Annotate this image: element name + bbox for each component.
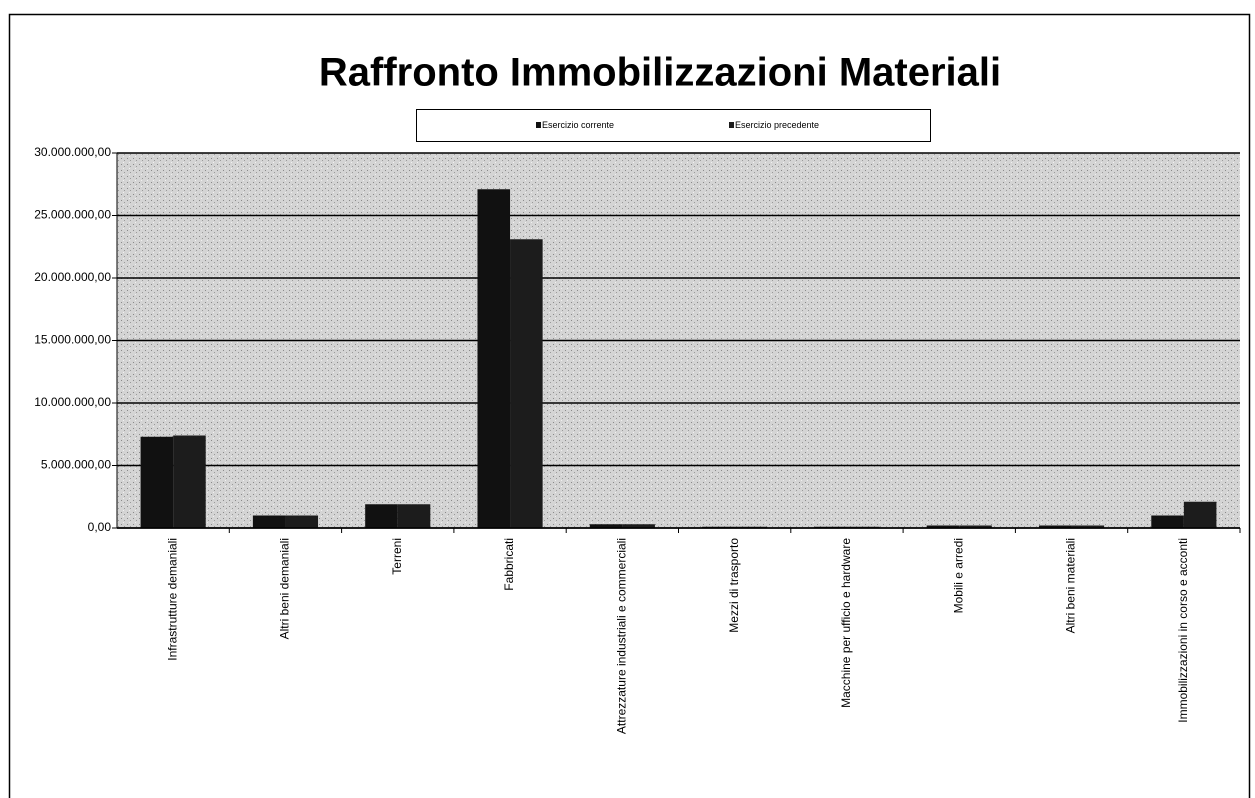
y-tick-label: 0,00	[88, 520, 112, 534]
legend-label: Esercizio corrente	[542, 120, 614, 130]
y-tick-label: 25.000.000,00	[34, 208, 111, 222]
x-tick-label: Attrezzature industriali e commerciali	[615, 538, 629, 734]
legend-label: Esercizio precedente	[735, 120, 819, 130]
bar	[397, 504, 431, 528]
legend-swatch	[536, 122, 541, 128]
bar	[1038, 525, 1072, 528]
y-tick-label: 20.000.000,00	[34, 270, 111, 284]
y-tick-label: 5.000.000,00	[41, 458, 111, 472]
y-tick-label: 30.000.000,00	[34, 145, 111, 159]
bar	[252, 515, 286, 528]
x-tick-label: Mobili e arredi	[951, 538, 965, 613]
bar	[285, 515, 319, 528]
x-tick-label: Mezzi di trasporto	[727, 538, 741, 633]
x-tick-label: Fabbricati	[502, 538, 516, 591]
x-tick-label: Infrastrutture demaniali	[165, 538, 179, 661]
bar	[173, 435, 206, 528]
bar	[140, 436, 174, 528]
bar	[1151, 515, 1184, 528]
x-tick-label: Macchine per ufficio e hardware	[839, 538, 853, 708]
bar	[622, 524, 655, 528]
bar	[1183, 501, 1217, 528]
chart-title: Raffronto Immobilizzazioni Materiali	[319, 51, 1001, 95]
legend-box	[416, 109, 931, 142]
x-tick-label: Altri beni demaniali	[278, 538, 292, 639]
legend-swatch	[729, 122, 734, 128]
bar	[510, 239, 543, 528]
bar	[477, 189, 511, 528]
bar	[365, 504, 398, 528]
x-tick-label: Altri beni materiali	[1064, 538, 1078, 633]
bar	[959, 525, 992, 528]
bar	[589, 524, 623, 528]
y-tick-label: 10.000.000,00	[34, 395, 111, 409]
x-tick-label: Terreni	[390, 538, 404, 575]
bar	[926, 525, 960, 528]
bar	[1071, 525, 1105, 528]
x-tick-label: Immobilizzazioni in corso e acconti	[1176, 538, 1190, 723]
y-tick-label: 15.000.000,00	[34, 333, 111, 347]
